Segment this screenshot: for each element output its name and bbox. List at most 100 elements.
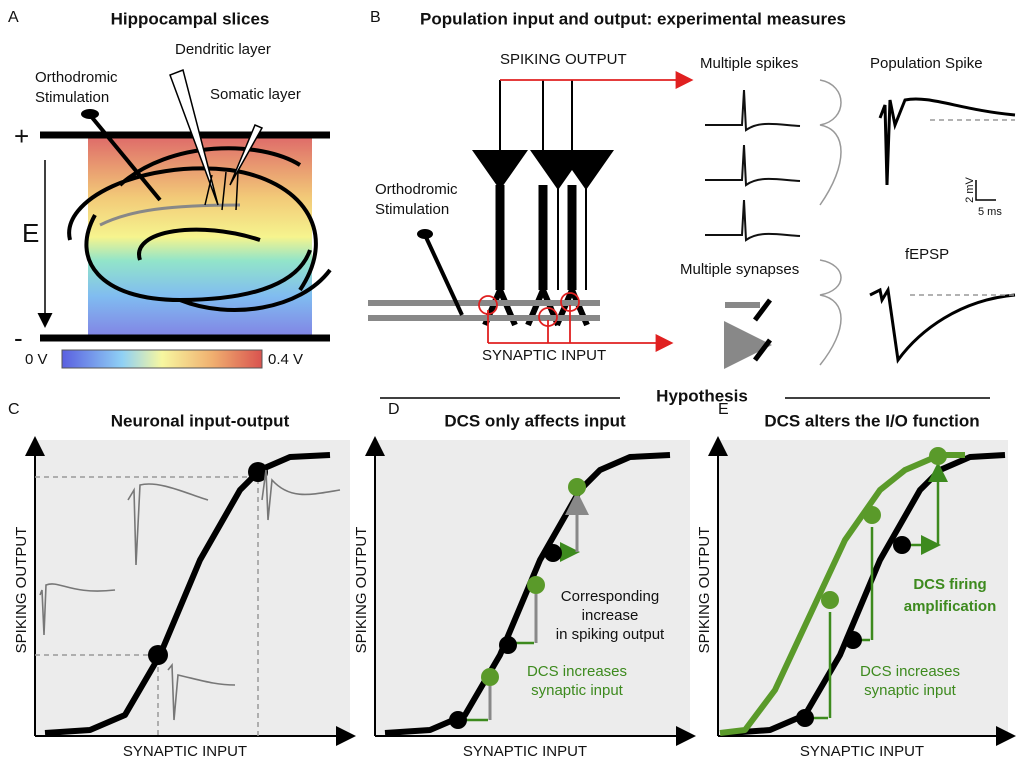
brace: [819, 259, 842, 366]
spike-trace: [705, 89, 801, 132]
annotation: Population Spike: [870, 55, 983, 72]
trace: [127, 483, 209, 566]
colorbar: [61, 349, 263, 369]
field-label: E: [22, 218, 39, 248]
synapse-icon: [725, 305, 760, 345]
operating-point: [844, 631, 862, 649]
pipette: [229, 124, 264, 186]
panel-title: Population input and output: experimenta…: [420, 9, 846, 28]
annotation: Multiple synapses: [680, 261, 799, 278]
guide-line: [35, 476, 259, 736]
stim-tip: [417, 229, 433, 239]
panel-label: B: [370, 9, 381, 26]
operating-point: [499, 636, 517, 654]
fiber: [99, 203, 241, 227]
panel-d: D DCS only affects input SPIKING OUTPUT …: [353, 401, 696, 760]
brace: [819, 79, 842, 206]
io-curve: [384, 452, 671, 736]
output-increase: [488, 497, 577, 720]
operating-point: [248, 462, 268, 482]
annotation: Stimulation: [35, 89, 109, 106]
dcs-point: [863, 506, 881, 524]
hippocampus-outline: [67, 146, 332, 312]
dcs-point: [929, 447, 947, 465]
annotation: DCS increases: [860, 663, 960, 680]
input-arrow: [487, 305, 670, 343]
spike-trace: [705, 144, 801, 187]
axis-label: SYNAPTIC INPUT: [800, 743, 924, 760]
annotation: Stimulation: [375, 201, 449, 218]
axis-label: SPIKING OUTPUT: [353, 527, 370, 654]
colorbar-label: 0 V: [25, 351, 48, 368]
panel-title: Neuronal input-output: [111, 411, 290, 430]
somas: [472, 150, 614, 190]
scale-label: 5 ms: [978, 206, 1002, 218]
dcs-point: [527, 576, 545, 594]
neurons: [204, 171, 239, 211]
annotation: Multiple spikes: [700, 55, 798, 72]
io-curve: [44, 452, 331, 736]
scale-label: 2 mV: [964, 177, 976, 203]
synapse-marker: [538, 307, 558, 327]
annotation: Somatic layer: [210, 86, 301, 103]
annotation: SYNAPTIC INPUT: [482, 347, 606, 364]
synapse-marker: [560, 292, 580, 312]
plot-area: [35, 440, 350, 736]
section-title: Hypothesis: [656, 386, 748, 405]
stim-tip: [81, 109, 99, 119]
scale-bar: [975, 180, 996, 201]
dcs-point: [481, 668, 499, 686]
annotation: amplification: [904, 598, 997, 615]
operating-point: [893, 536, 911, 554]
operating-point: [544, 544, 562, 562]
panel-a: A Hippocampal slices Dendritic layer Ort…: [8, 9, 332, 369]
axis-label: SPIKING OUTPUT: [13, 527, 30, 654]
output-increase: [828, 467, 938, 718]
panel-title: Hippocampal slices: [111, 9, 270, 28]
annotation: fEPSP: [905, 246, 949, 263]
annotation: in spiking output: [556, 626, 665, 643]
operating-point: [148, 645, 168, 665]
panel-e: E DCS alters the I/O function SPIKING OU…: [696, 401, 1016, 760]
axis-label: SPIKING OUTPUT: [696, 527, 713, 654]
stim-electrode: [423, 234, 464, 316]
trace: [261, 469, 341, 521]
io-curve: [727, 452, 1006, 736]
panel-title: DCS only affects input: [444, 411, 626, 430]
annotation: DCS firing: [913, 576, 986, 593]
panel-label: C: [8, 401, 20, 418]
pop-spike-trace: [878, 97, 1016, 186]
synapse-icon: [753, 298, 772, 362]
fepsp-trace: [869, 285, 1016, 364]
annotation: Dendritic layer: [175, 41, 271, 58]
trace: [167, 662, 236, 721]
axis-label: SYNAPTIC INPUT: [463, 743, 587, 760]
stim-electrode: [88, 113, 162, 202]
spike-trace: [705, 199, 801, 242]
annotation: increase: [582, 607, 639, 624]
plot-area: [718, 440, 1008, 736]
panel-label: E: [718, 401, 729, 418]
annotation: synaptic input: [531, 682, 624, 699]
axis-label: SYNAPTIC INPUT: [123, 743, 247, 760]
colorbar-label: 0.4 V: [268, 351, 303, 368]
operating-point: [449, 711, 467, 729]
polarity: -: [14, 323, 23, 353]
dcs-point: [821, 591, 839, 609]
dendrites: [495, 185, 577, 290]
annotation: Orthodromic: [35, 69, 118, 86]
annotation: synaptic input: [864, 682, 957, 699]
panel-title: DCS alters the I/O function: [764, 411, 979, 430]
polarity: +: [14, 121, 29, 151]
panel-b: B Population input and output: experimen…: [368, 9, 1016, 366]
panel-label: A: [8, 9, 19, 26]
panel-c: C Neuronal input-output SPIKING OUTPUT S…: [8, 401, 356, 760]
synapse-marker: [478, 295, 498, 315]
annotation: Corresponding: [561, 588, 659, 605]
trace: [39, 583, 116, 636]
panel-label: D: [388, 401, 400, 418]
annotation: Orthodromic: [375, 181, 458, 198]
dcs-point: [568, 478, 586, 496]
pipette: [169, 68, 219, 206]
